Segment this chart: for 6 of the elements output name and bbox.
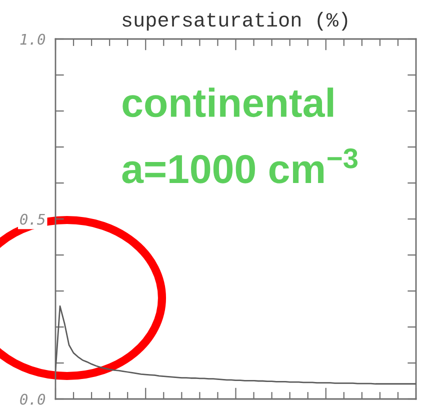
y-tick-label: 1.0 [20, 34, 46, 45]
annotation: a=1000 cm$^{−3}$ [122, 148, 358, 184]
chart-title: supersaturation (%) [122, 12, 348, 31]
annotation: continental [122, 88, 334, 118]
y-tick-label: 0.0 [20, 394, 46, 405]
y-tick-label: 0.5 [20, 214, 45, 225]
